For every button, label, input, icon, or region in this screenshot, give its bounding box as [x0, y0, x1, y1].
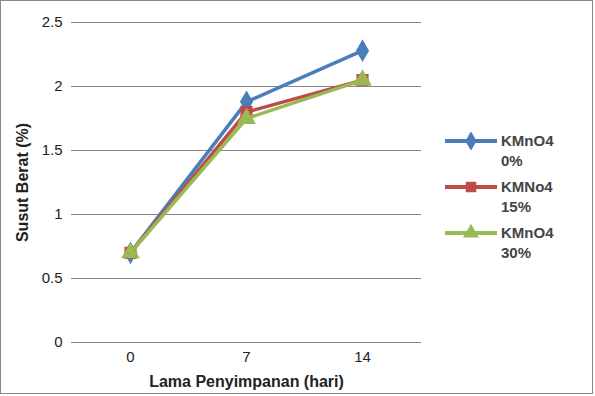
svg-text:Lama Penyimpanan (hari): Lama Penyimpanan (hari) — [149, 373, 344, 390]
svg-text:1.5: 1.5 — [42, 141, 63, 158]
svg-text:7: 7 — [242, 348, 250, 365]
svg-text:1: 1 — [54, 205, 62, 222]
svg-text:0: 0 — [54, 333, 62, 350]
svg-text:0.5: 0.5 — [42, 269, 63, 286]
svg-text:2: 2 — [54, 77, 62, 94]
html-text:KMnO4 30%: KMnO4 30% — [501, 224, 554, 261]
html-text:KMNo4 15%: KMNo4 15% — [501, 178, 553, 215]
svg-text:2.5: 2.5 — [42, 13, 63, 30]
svg-text:Susut Berat (%): Susut Berat (%) — [14, 123, 31, 242]
html-text:KMnO4 0%: KMnO4 0% — [501, 132, 554, 169]
svg-text:14: 14 — [354, 348, 371, 365]
svg-text:0: 0 — [126, 348, 134, 365]
